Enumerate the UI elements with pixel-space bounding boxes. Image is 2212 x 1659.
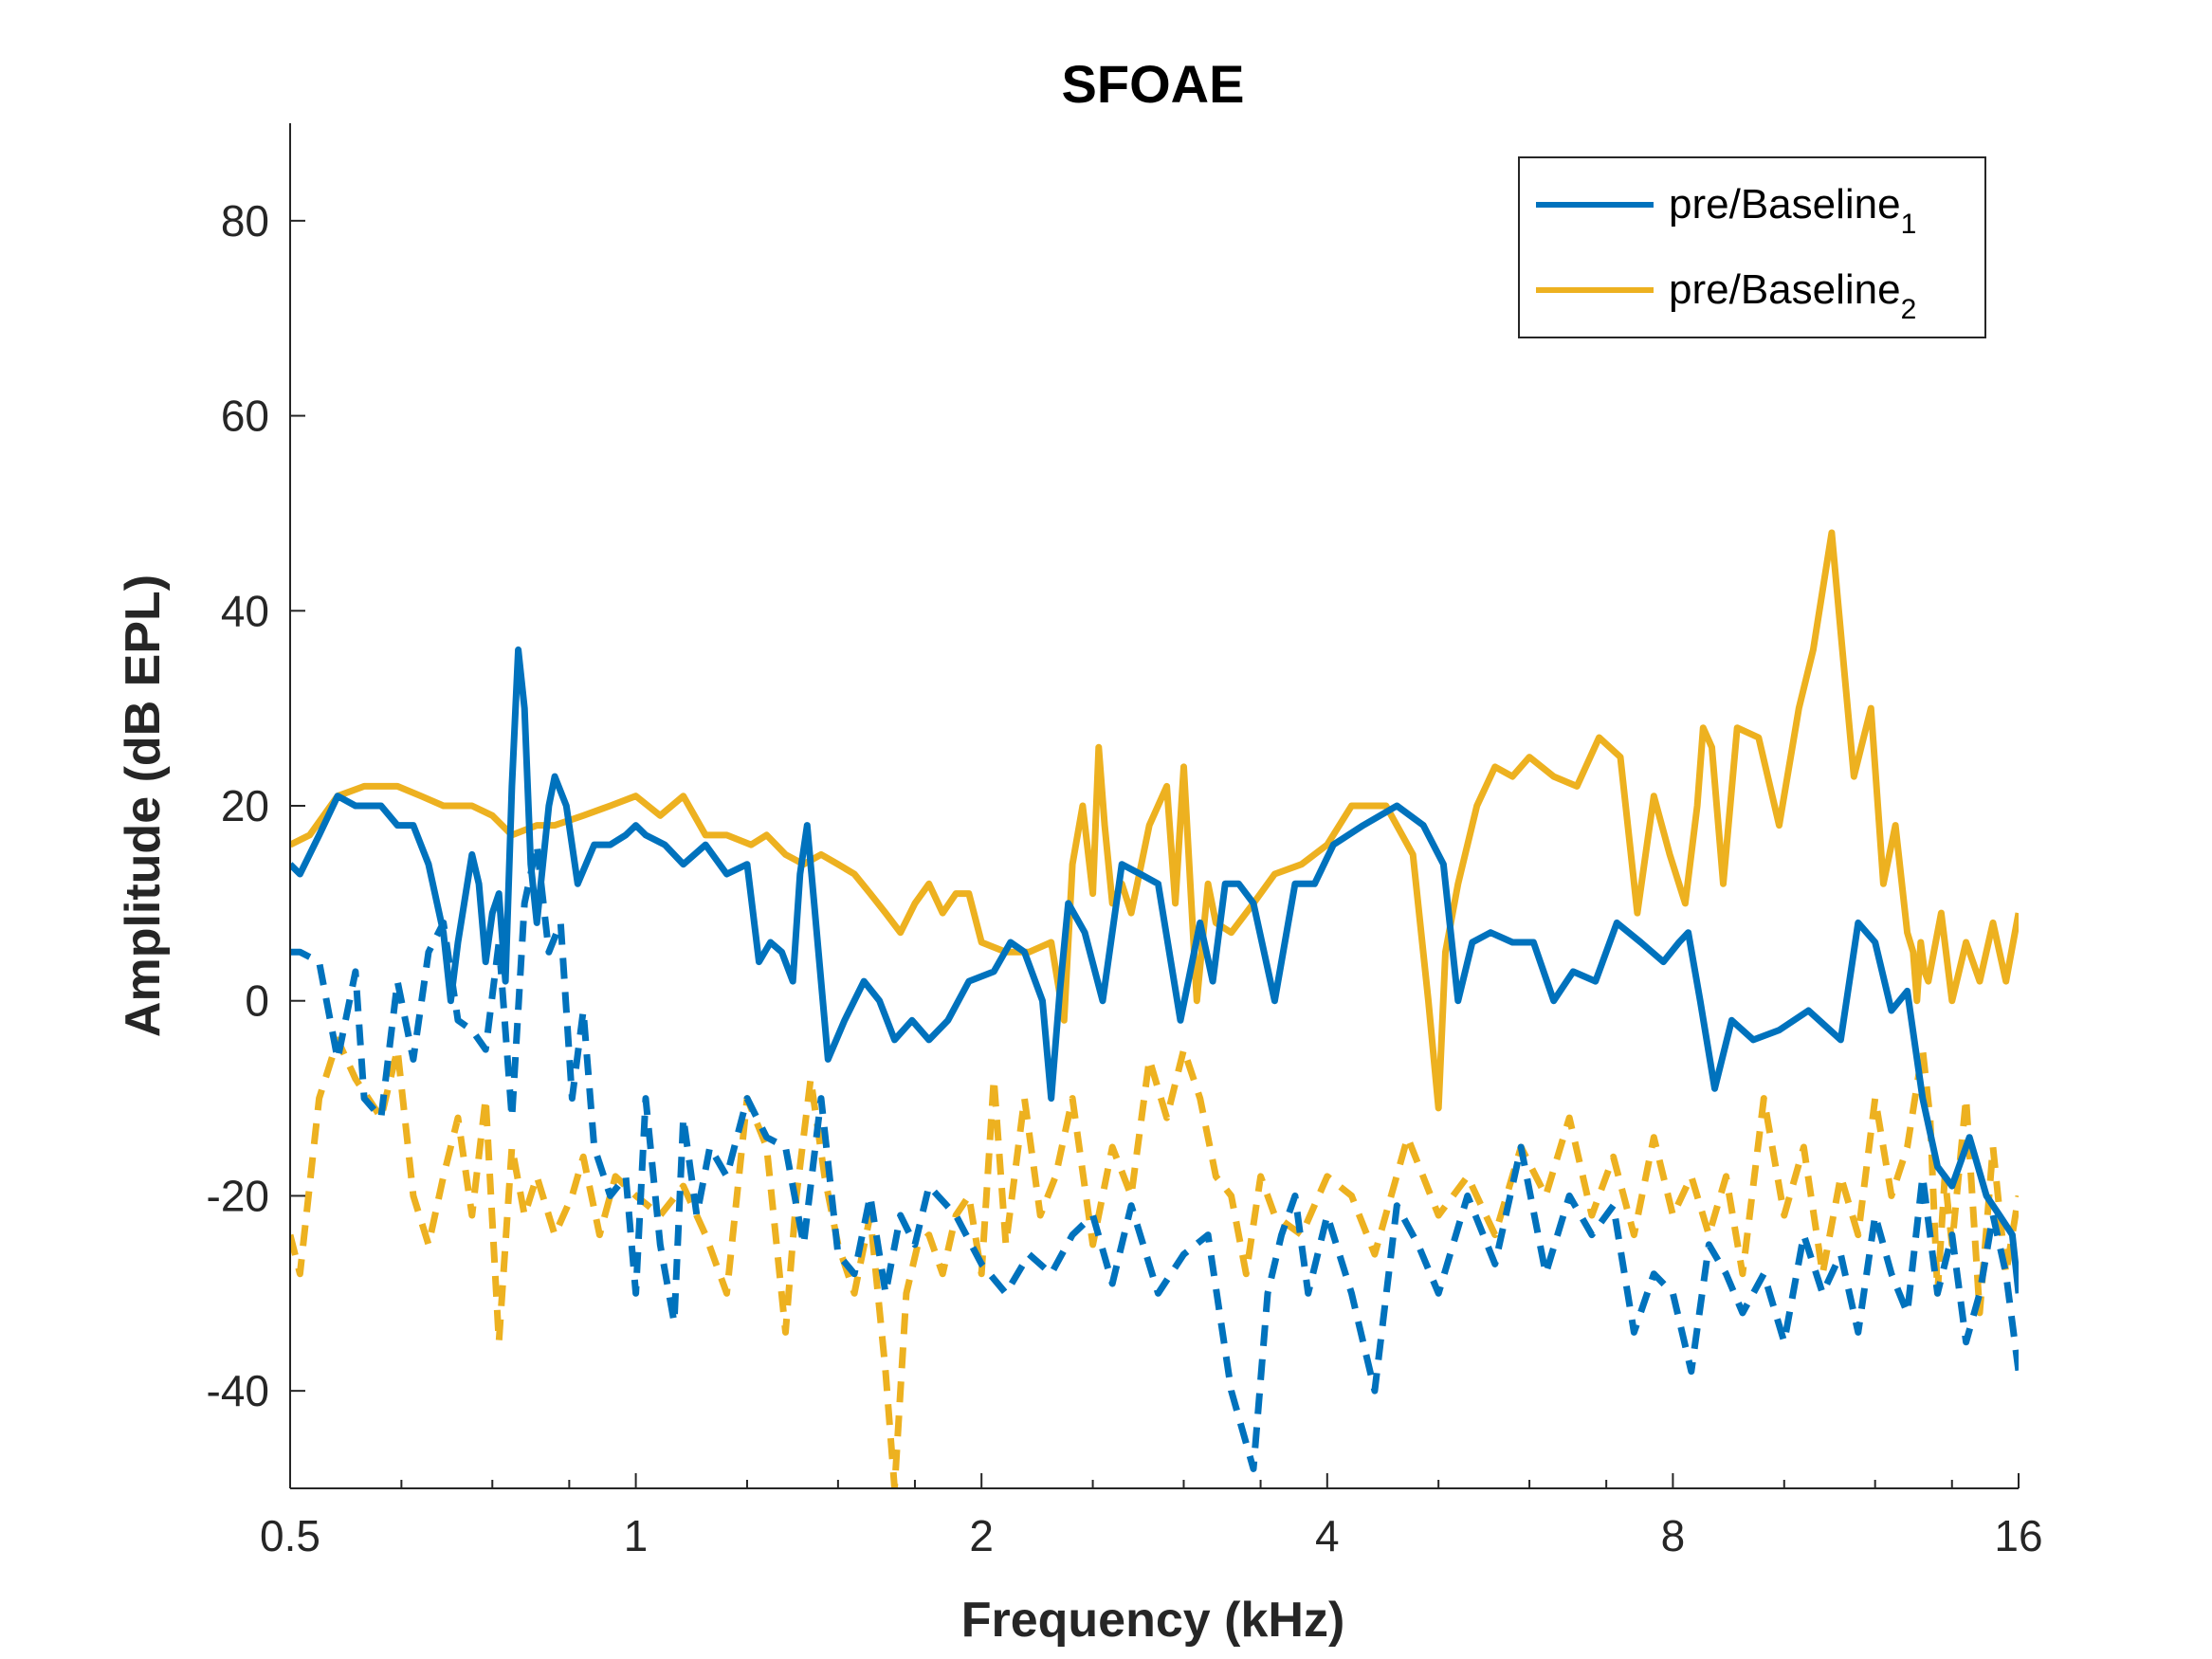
y-tick-label: 40 xyxy=(221,586,269,635)
y-tick-label: 0 xyxy=(245,976,269,1026)
legend-label-1-sub: 1 xyxy=(1901,209,1917,240)
x-tick-label: 16 xyxy=(1994,1511,2042,1560)
x-tick-label: 0.5 xyxy=(260,1511,320,1560)
legend-label-2: pre/Baseline2 xyxy=(1669,266,1916,325)
series-line-4 xyxy=(290,1036,2019,1488)
legend-label-2-base: pre/Baseline xyxy=(1669,266,1901,313)
x-tick-label: 1 xyxy=(624,1511,649,1560)
x-tick-label: 4 xyxy=(1315,1511,1340,1560)
y-tick-label: 80 xyxy=(221,196,269,246)
legend-label-2-sub: 2 xyxy=(1901,294,1917,325)
legend-label-1-base: pre/Baseline xyxy=(1669,181,1901,228)
chart-title: SFOAE xyxy=(1062,54,1245,114)
legend-label-1: pre/Baseline1 xyxy=(1669,181,1916,240)
legend: pre/Baseline1 pre/Baseline2 xyxy=(1518,156,1986,338)
series-line-3 xyxy=(290,529,2019,1112)
legend-box xyxy=(1518,156,1986,338)
x-axis-label: Frequency (kHz) xyxy=(961,1593,1345,1648)
ticks: -40 -20 0 20 40 60 80 0.5 1 2 4 8 16 xyxy=(207,196,2043,1560)
series-layer xyxy=(290,529,2019,1488)
series-line-1 xyxy=(290,646,2019,1294)
y-tick-label: -20 xyxy=(207,1171,269,1220)
x-tick-label: 8 xyxy=(1661,1511,1686,1560)
y-tick-label: 60 xyxy=(221,392,269,441)
x-tick-label: 2 xyxy=(969,1511,994,1560)
y-axis-label: Amplitude (dB EPL) xyxy=(116,574,171,1037)
y-tick-label: 20 xyxy=(221,781,269,830)
y-tick-label: -40 xyxy=(207,1366,269,1415)
